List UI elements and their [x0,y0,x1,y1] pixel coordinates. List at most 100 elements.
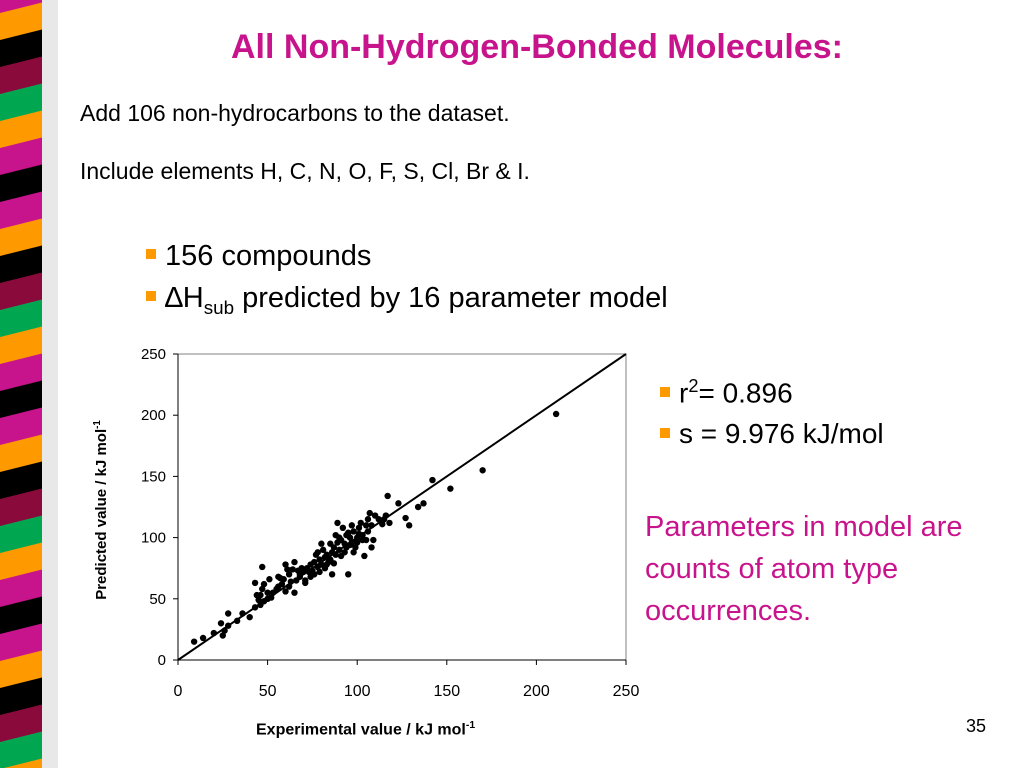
data-point [355,524,363,532]
data-point [276,574,284,582]
y-tick-label: 50 [149,591,166,608]
data-point [359,536,366,544]
data-point [402,514,409,522]
data-point [260,580,268,588]
data-point [330,544,338,551]
data-point [217,620,225,627]
data-point [219,632,226,639]
data-point [266,576,273,583]
data-point [339,524,347,532]
data-point [429,476,436,484]
intro-line-2: Include elements H, C, N, O, F, S, Cl, B… [80,158,530,184]
data-point [364,516,372,523]
data-point [414,503,422,511]
data-point [255,596,262,604]
data-point [330,560,338,567]
data-point [350,549,357,556]
intro-line-1: Add 106 non-hydrocarbons to the dataset. [80,100,510,126]
x-tick-label: 0 [174,683,183,700]
decorative-stripe [0,0,58,768]
y-axis-label-exponent: -1 [92,420,103,429]
x-axis-label: Experimental value / kJ mol-1 [256,720,475,739]
y-tick-label: 250 [141,346,166,363]
data-point [259,585,266,593]
x-tick-label: 200 [523,683,550,700]
data-point [282,588,289,595]
x-tick-label: 150 [433,683,460,700]
x-tick-label: 50 [259,683,277,700]
data-point [357,519,364,527]
data-point [334,519,341,527]
bullet-icon [660,428,670,438]
data-point [368,544,375,551]
stat-s: s = 9.976 kJ/mol [660,418,884,450]
data-point [384,492,391,500]
data-point [190,638,198,645]
bullet-icon [146,291,156,301]
y-tick-label: 100 [141,530,166,547]
data-point [366,509,373,517]
data-point [302,579,309,587]
data-point [298,565,305,572]
data-point [282,561,289,568]
bullet-icon [146,249,156,259]
data-point [405,522,413,529]
x-axis-label-exponent: -1 [465,720,476,731]
data-point [291,558,298,566]
slide-title: All Non-Hydrogen-Bonded Molecules: [231,28,843,66]
data-point [224,610,232,617]
data-point [319,546,327,554]
data-point [259,563,266,571]
data-point [251,579,259,587]
data-point [479,467,486,474]
r-squared-value: = 0.896 [698,377,793,409]
data-point [420,500,427,507]
bullet-model: ∆Hsub predicted by 16 parameter model [146,282,668,319]
data-point [341,549,348,556]
page-number: 35 [966,716,987,736]
data-point [316,568,323,576]
y-tick-label: 150 [141,468,166,485]
data-point [314,549,321,556]
x-tick-label: 250 [613,683,640,700]
bullet-compounds: 156 compounds [146,240,371,273]
data-point [328,571,336,578]
data-point [278,580,286,588]
data-point [352,544,359,551]
r-squared-exponent: 2 [688,376,699,396]
bullet-model-text: predicted by 16 parameter model [234,282,668,314]
chart-ticks: 0 50 100 150 200 250 0 50 100 150 200 250 [141,346,639,700]
data-point [345,571,352,578]
data-point [350,528,357,535]
data-point [285,571,293,578]
y-tick-label: 200 [141,407,166,424]
data-point [310,571,318,578]
data-point [318,540,325,547]
data-point [337,536,345,544]
data-point [307,561,314,568]
data-point [370,536,377,544]
bullet-icon [660,387,670,398]
data-point [362,522,370,529]
chart-points [190,410,560,645]
bullet-compounds-text: 156 compounds [165,240,372,272]
r-symbol: r [679,377,689,409]
y-tick-label: 0 [158,652,166,669]
reference-line [177,353,627,661]
data-point [284,566,291,573]
delta-h-symbol: ∆H [165,282,204,314]
data-point [348,522,356,529]
stat-r-squared: r2= 0.896 [660,376,793,409]
data-point [264,589,271,596]
x-axis-label-text: Experimental value / kJ mol [256,721,466,739]
delta-h-subscript: sub [203,296,235,318]
data-point [361,552,368,560]
data-point [289,566,296,573]
y-axis-label: Predicted value / kJ mol-1 [92,380,112,640]
model-note: Parameters in model are counts of atom t… [645,511,963,627]
data-point [199,634,207,642]
data-point [246,613,253,621]
data-point [395,500,402,507]
data-point [253,591,261,599]
